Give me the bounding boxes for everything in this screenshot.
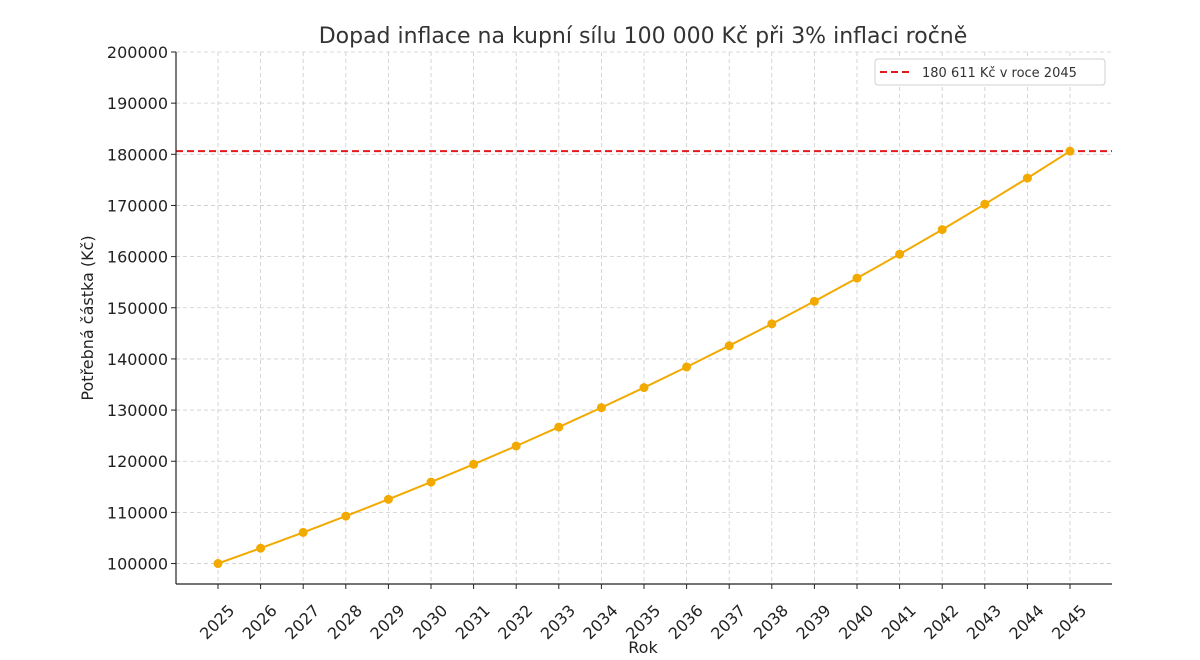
x-tick-label: 2044	[1005, 601, 1047, 643]
legend: 180 611 Kč v roce 2045	[874, 58, 1106, 86]
data-point	[1065, 146, 1075, 156]
x-tick-label: 2042	[920, 601, 962, 643]
data-point	[852, 273, 862, 283]
data-point	[213, 559, 223, 569]
x-tick-label: 2034	[579, 601, 621, 643]
y-tick-label: 190000	[107, 94, 168, 113]
data-point	[596, 403, 606, 413]
data-point	[980, 199, 990, 209]
data-point	[809, 296, 819, 306]
series-layer	[213, 146, 1075, 569]
data-point	[511, 441, 521, 451]
data-point	[256, 543, 266, 553]
x-tick-label: 2039	[792, 601, 834, 643]
x-tick-label: 2032	[494, 601, 536, 643]
data-point	[937, 225, 947, 235]
y-tick-label: 120000	[107, 452, 168, 471]
x-tick-label: 2040	[835, 601, 877, 643]
data-point	[895, 249, 905, 259]
x-tick-label: 2041	[878, 601, 920, 643]
data-point	[426, 477, 436, 487]
grid	[176, 51, 1112, 584]
y-tick-label: 170000	[107, 196, 168, 215]
y-tick-label: 180000	[107, 145, 168, 164]
x-axis-ticks: 2025 2026 2027 2028 2029 2030 2031 2032 2033 2034…	[196, 584, 1090, 643]
data-point	[383, 494, 393, 504]
x-tick-label: 2037	[707, 601, 749, 643]
data-point	[767, 319, 777, 329]
y-axis-ticks: 100000 110000 120000 130000 140000 150000 1600…	[107, 43, 176, 574]
x-tick-label: 2035	[622, 601, 664, 643]
y-tick-label: 100000	[107, 555, 168, 574]
data-point	[1022, 173, 1032, 183]
legend-box	[874, 58, 1106, 86]
data-point	[554, 422, 564, 432]
data-point	[639, 383, 649, 393]
x-tick-label: 2038	[750, 601, 792, 643]
x-tick-label: 2025	[196, 601, 238, 643]
x-tick-label: 2029	[366, 601, 408, 643]
x-tick-label: 2031	[452, 601, 494, 643]
x-tick-label: 2045	[1048, 601, 1090, 643]
y-tick-label: 150000	[107, 299, 168, 318]
y-tick-label: 160000	[107, 248, 168, 267]
data-point	[298, 527, 308, 537]
x-tick-label: 2026	[239, 601, 281, 643]
x-tick-label: 2036	[665, 601, 707, 643]
data-point	[682, 362, 692, 372]
legend-entry: 180 611 Kč v roce 2045	[922, 66, 1077, 81]
x-tick-label: 2030	[409, 601, 451, 643]
chart-title: Dopad inflace na kupní sílu 100 000 Kč p…	[319, 24, 968, 49]
y-tick-label: 110000	[107, 503, 168, 522]
x-tick-label: 2043	[963, 601, 1005, 643]
x-tick-label: 2027	[281, 601, 323, 643]
data-point	[341, 511, 351, 521]
data-point	[724, 341, 734, 351]
data-point	[469, 459, 479, 469]
y-tick-label: 140000	[107, 350, 168, 369]
x-axis-label: Rok	[628, 638, 658, 657]
y-tick-label: 130000	[107, 401, 168, 420]
x-tick-label: 2033	[537, 601, 579, 643]
y-tick-label: 200000	[107, 43, 168, 62]
y-axis-label: Potřebná částka (Kč)	[78, 235, 97, 400]
x-tick-label: 2028	[324, 601, 366, 643]
